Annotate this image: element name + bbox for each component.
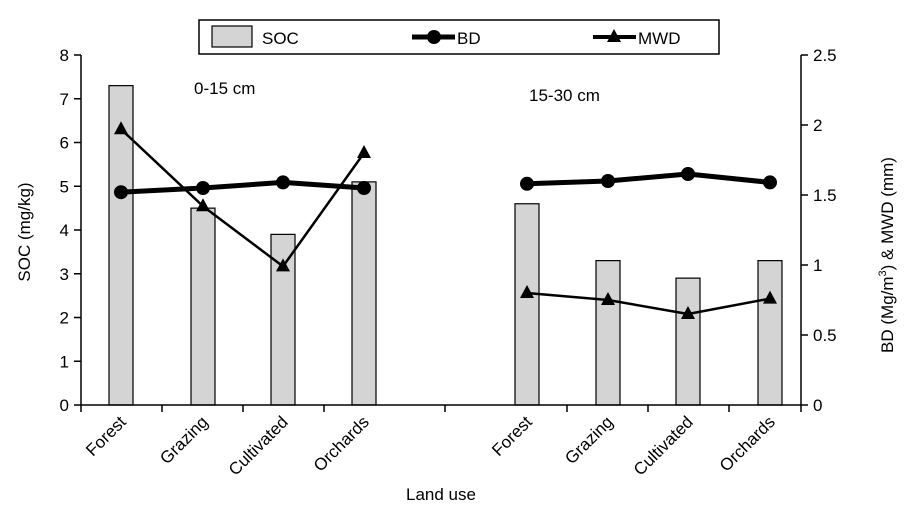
y-right-tick-label: 2 <box>813 116 822 135</box>
bd-line <box>526 171 771 187</box>
y-right-tick-label: 2.5 <box>813 46 837 65</box>
y-left-tick-label: 5 <box>60 177 69 196</box>
bd-point <box>196 181 210 195</box>
mwd-point <box>520 285 534 298</box>
bd-point <box>763 175 777 190</box>
y-left-tick-label: 7 <box>60 90 69 109</box>
y-right-tick-label: 1.5 <box>813 186 837 205</box>
line-series <box>114 121 777 319</box>
mwd-point <box>601 292 615 305</box>
bd-point <box>114 185 128 200</box>
y-left-tick-label: 1 <box>60 352 69 371</box>
x-axis-title: Land use <box>406 485 476 504</box>
soc-bar <box>351 181 377 406</box>
y-axis-left-title: SOC (mg/kg) <box>15 182 34 281</box>
x-tick-label: Orchards <box>716 412 779 475</box>
mwd-point <box>114 121 128 135</box>
x-tick-label: Forest <box>82 412 130 460</box>
bd-point <box>681 167 695 181</box>
soc-bar <box>190 207 216 406</box>
y-right-tick-label: 0 <box>813 396 822 415</box>
mwd-point <box>276 258 290 272</box>
legend-bd-marker <box>427 30 441 44</box>
mwd-line <box>120 128 366 268</box>
bd-line <box>120 179 365 195</box>
annotation-group-15-30: 15-30 cm <box>529 86 600 105</box>
soc-bar <box>675 277 701 406</box>
x-tick-label: Forest <box>488 412 536 460</box>
legend-mwd-marker <box>607 29 621 42</box>
bd-point <box>601 174 615 188</box>
y-axis-right-title: BD (Mg/m3) & MWD (mm) <box>877 157 897 353</box>
legend-soc-swatch <box>211 25 253 48</box>
soc-bars <box>108 85 783 406</box>
y-axis-right-title-part2: ) & MWD (mm) <box>878 157 897 270</box>
x-tick-label: Orchards <box>310 412 373 475</box>
mwd-line <box>526 291 771 316</box>
x-tick-label: Grazing <box>156 412 212 468</box>
mwd-point <box>681 306 695 319</box>
y-left-tick-label: 0 <box>60 396 69 415</box>
mwd-point <box>357 145 371 158</box>
mwd-point <box>763 290 777 304</box>
y-axis-right-title-superscript: 3 <box>877 270 889 276</box>
x-tick-label: Grazing <box>561 412 617 468</box>
bd-point <box>357 181 371 195</box>
y-left-tick-label: 8 <box>60 46 69 65</box>
legend: SOC BD MWD <box>198 19 720 55</box>
annotation-group-0-15: 0-15 cm <box>194 79 255 98</box>
y-right-tick-label: 1 <box>813 256 822 275</box>
y-axis-right-title-part1: BD (Mg/m <box>878 276 897 353</box>
y-left-tick-label: 3 <box>60 265 69 284</box>
soc-bar <box>595 260 621 406</box>
legend-bd-label: BD <box>457 29 481 48</box>
legend-soc-label: SOC <box>262 29 299 48</box>
y-left-tick-label: 6 <box>60 134 69 153</box>
bd-point <box>276 175 290 190</box>
soc-bar <box>757 260 783 406</box>
mwd-point <box>196 198 210 212</box>
soc-bar <box>514 203 540 406</box>
x-tick-label: Cultivated <box>225 412 292 479</box>
soc-bar <box>108 85 134 406</box>
legend-mwd-label: MWD <box>638 29 680 48</box>
y-left-tick-label: 4 <box>60 221 69 240</box>
y-left-tick-label: 2 <box>60 309 69 328</box>
x-tick-label: Cultivated <box>630 412 697 479</box>
bd-point <box>520 176 534 191</box>
y-right-tick-label: 0.5 <box>813 326 837 345</box>
